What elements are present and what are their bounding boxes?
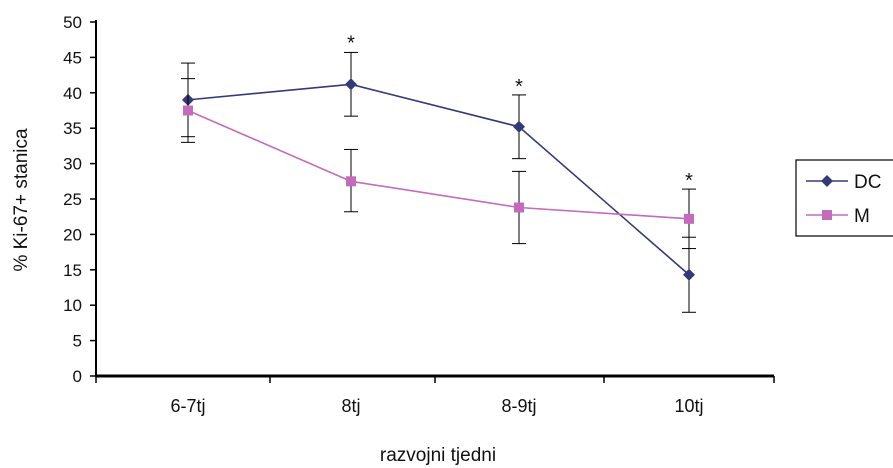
y-tick-label: 45 <box>63 48 82 67</box>
data-point-dc <box>345 78 357 91</box>
legend-box <box>795 159 893 237</box>
series-line-m <box>187 109 690 220</box>
data-point-m <box>346 176 356 187</box>
x-tick-label: 8-9tj <box>501 396 536 416</box>
x-tick-label: 10tj <box>674 396 703 416</box>
x-axis-title: razvojni tjedni <box>380 445 496 466</box>
data-point-m <box>514 202 524 213</box>
legend-marker-dc <box>821 175 833 187</box>
legend-marker-m <box>822 210 832 220</box>
y-tick-label: 20 <box>63 225 82 244</box>
data-point-m <box>684 213 694 224</box>
legend-label-m: M <box>854 206 870 227</box>
y-tick-label: 10 <box>63 296 82 315</box>
x-tick-label: 6-7tj <box>170 396 205 416</box>
data-point-m <box>183 105 193 116</box>
data-point-dc <box>683 268 695 281</box>
plot-area: 0 5 10 15 20 25 30 35 40 45 50 6-7tj 8tj 8-9tj 10tj * * * <box>63 13 775 416</box>
data-point-dc <box>513 120 525 133</box>
x-tick-label: 8tj <box>341 396 360 416</box>
y-tick-label: 5 <box>73 332 82 351</box>
legend: DC M <box>795 159 893 237</box>
y-tick-label: 35 <box>63 119 82 138</box>
y-tick-label: 40 <box>63 84 82 103</box>
y-axis-title: % Ki-67+ stanica <box>11 128 32 272</box>
significance-marker: * <box>685 170 693 192</box>
y-tick-label: 50 <box>63 13 82 32</box>
y-tick-label: 25 <box>63 190 82 209</box>
y-tick-label: 0 <box>73 367 82 386</box>
y-tick-label: 15 <box>63 261 82 280</box>
significance-marker: * <box>515 76 523 98</box>
y-tick-label: 30 <box>63 155 82 174</box>
significance-marker: * <box>347 33 355 55</box>
legend-label-dc: DC <box>854 172 881 193</box>
series-line-dc <box>187 83 690 276</box>
